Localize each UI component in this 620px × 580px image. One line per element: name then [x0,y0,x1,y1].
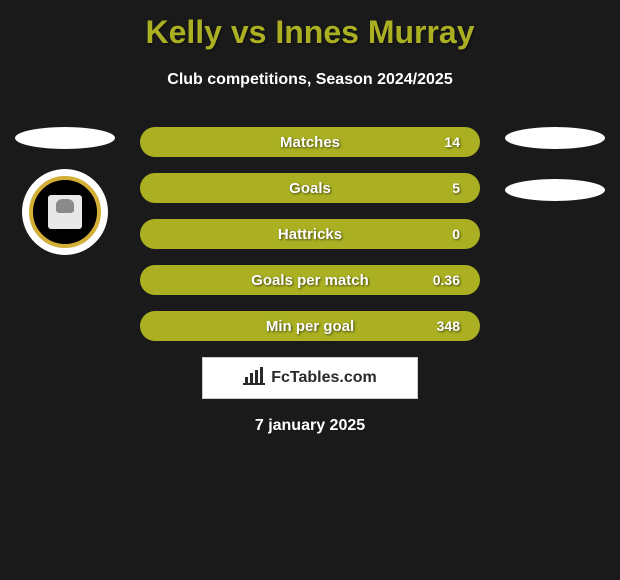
subtitle: Club competitions, Season 2024/2025 [0,71,620,89]
logo-text: FcTables.com [271,369,377,387]
fctables-logo[interactable]: FcTables.com [202,357,418,399]
stat-value: 0.36 [433,272,460,288]
stat-row: Matches 14 [140,127,480,157]
left-player-area [10,127,120,255]
stat-row: Goals per match 0.36 [140,265,480,295]
stat-value: 5 [452,180,460,196]
player-photo-placeholder-left [15,127,115,149]
player-photo-placeholder-right-1 [505,127,605,149]
club-badge-left [22,169,108,255]
date-label: 7 january 2025 [0,417,620,435]
stat-row: Min per goal 348 [140,311,480,341]
stat-label: Min per goal [266,318,354,335]
stat-row: Hattricks 0 [140,219,480,249]
content-area: Matches 14 Goals 5 Hattricks 0 Goals per… [0,127,620,435]
stat-label: Hattricks [278,226,342,243]
stat-value: 14 [444,134,460,150]
badge-emblem [48,195,82,229]
stat-label: Goals [289,180,331,197]
chart-icon [243,367,265,390]
page-title: Kelly vs Innes Murray [0,0,620,51]
club-badge-inner [29,176,101,248]
logo-content: FcTables.com [243,367,377,390]
stat-value: 348 [437,318,460,334]
right-player-area [500,127,610,201]
stat-label: Goals per match [251,272,369,289]
stat-value: 0 [452,226,460,242]
stat-row: Goals 5 [140,173,480,203]
player-photo-placeholder-right-2 [505,179,605,201]
stat-label: Matches [280,134,340,151]
stats-list: Matches 14 Goals 5 Hattricks 0 Goals per… [140,127,480,341]
